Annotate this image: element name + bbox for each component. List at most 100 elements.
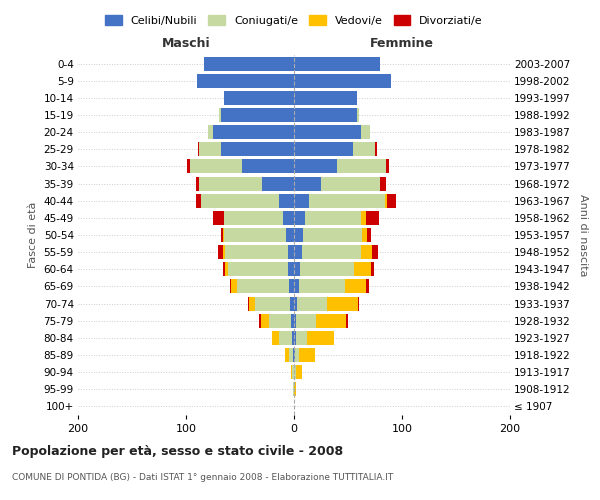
Bar <box>302 228 362 242</box>
Bar <box>316 314 346 328</box>
Bar <box>293 382 294 396</box>
Bar <box>299 280 345 293</box>
Bar <box>292 365 294 379</box>
Bar <box>197 74 294 88</box>
Bar <box>248 296 255 310</box>
Bar <box>199 142 221 156</box>
Bar <box>224 91 294 105</box>
Bar <box>293 348 294 362</box>
Y-axis label: Fasce di età: Fasce di età <box>28 202 38 268</box>
Bar <box>223 262 225 276</box>
Text: Maschi: Maschi <box>161 37 211 50</box>
Bar <box>294 91 356 105</box>
Bar <box>286 348 289 362</box>
Bar <box>218 245 223 259</box>
Bar <box>294 74 391 88</box>
Bar <box>225 245 287 259</box>
Bar <box>294 228 302 242</box>
Bar <box>294 194 309 207</box>
Bar <box>262 176 294 190</box>
Bar <box>237 280 289 293</box>
Bar <box>361 125 370 139</box>
Bar <box>294 142 353 156</box>
Text: Popolazione per età, sesso e stato civile - 2008: Popolazione per età, sesso e stato civil… <box>12 445 343 458</box>
Bar <box>272 331 279 345</box>
Bar <box>279 331 292 345</box>
Bar <box>269 314 291 328</box>
Bar <box>375 142 377 156</box>
Bar <box>337 160 386 173</box>
Bar <box>296 314 316 328</box>
Bar <box>294 314 296 328</box>
Bar <box>201 194 279 207</box>
Bar <box>345 280 367 293</box>
Bar <box>356 108 359 122</box>
Bar <box>299 348 314 362</box>
Bar <box>223 228 224 242</box>
Bar <box>291 365 292 379</box>
Bar <box>190 160 242 173</box>
Bar <box>372 245 378 259</box>
Bar <box>213 125 294 139</box>
Bar <box>307 331 334 345</box>
Bar <box>295 348 299 362</box>
Bar <box>346 314 348 328</box>
Bar <box>294 160 337 173</box>
Bar <box>198 142 199 156</box>
Bar <box>294 56 380 70</box>
Bar <box>309 194 385 207</box>
Bar <box>255 296 290 310</box>
Bar <box>290 296 294 310</box>
Bar <box>283 211 294 225</box>
Bar <box>358 296 359 310</box>
Bar <box>259 314 260 328</box>
Bar <box>286 228 294 242</box>
Bar <box>386 160 389 173</box>
Text: Femmine: Femmine <box>370 37 434 50</box>
Bar <box>221 142 294 156</box>
Bar <box>367 280 368 293</box>
Bar <box>294 280 299 293</box>
Y-axis label: Anni di nascita: Anni di nascita <box>578 194 587 276</box>
Bar <box>205 56 294 70</box>
Bar <box>305 211 361 225</box>
Bar <box>187 160 190 173</box>
Legend: Celibi/Nubili, Coniugati/e, Vedovi/e, Divorziati/e: Celibi/Nubili, Coniugati/e, Vedovi/e, Di… <box>101 10 487 30</box>
Bar <box>294 382 296 396</box>
Bar <box>199 176 262 190</box>
Bar <box>328 296 358 310</box>
Bar <box>287 245 294 259</box>
Bar <box>221 108 294 122</box>
Bar <box>297 296 328 310</box>
Bar <box>287 262 294 276</box>
Bar <box>213 211 224 225</box>
Bar <box>289 280 294 293</box>
Bar <box>289 348 293 362</box>
Bar <box>387 194 395 207</box>
Bar <box>294 125 361 139</box>
Bar <box>294 211 305 225</box>
Bar <box>361 245 372 259</box>
Bar <box>296 365 302 379</box>
Bar <box>301 262 355 276</box>
Bar <box>221 228 223 242</box>
Bar <box>294 365 296 379</box>
Bar <box>225 262 228 276</box>
Bar <box>294 108 356 122</box>
Bar <box>196 194 201 207</box>
Bar <box>294 348 295 362</box>
Bar <box>355 262 371 276</box>
Bar <box>223 245 225 259</box>
Bar <box>291 314 294 328</box>
Bar <box>302 245 361 259</box>
Bar <box>294 262 301 276</box>
Bar <box>367 228 371 242</box>
Bar <box>208 125 213 139</box>
Bar <box>260 314 269 328</box>
Bar <box>296 331 307 345</box>
Bar <box>371 262 374 276</box>
Text: COMUNE DI PONTIDA (BG) - Dati ISTAT 1° gennaio 2008 - Elaborazione TUTTITALIA.IT: COMUNE DI PONTIDA (BG) - Dati ISTAT 1° g… <box>12 473 393 482</box>
Bar <box>361 211 367 225</box>
Bar <box>353 142 375 156</box>
Bar <box>224 228 286 242</box>
